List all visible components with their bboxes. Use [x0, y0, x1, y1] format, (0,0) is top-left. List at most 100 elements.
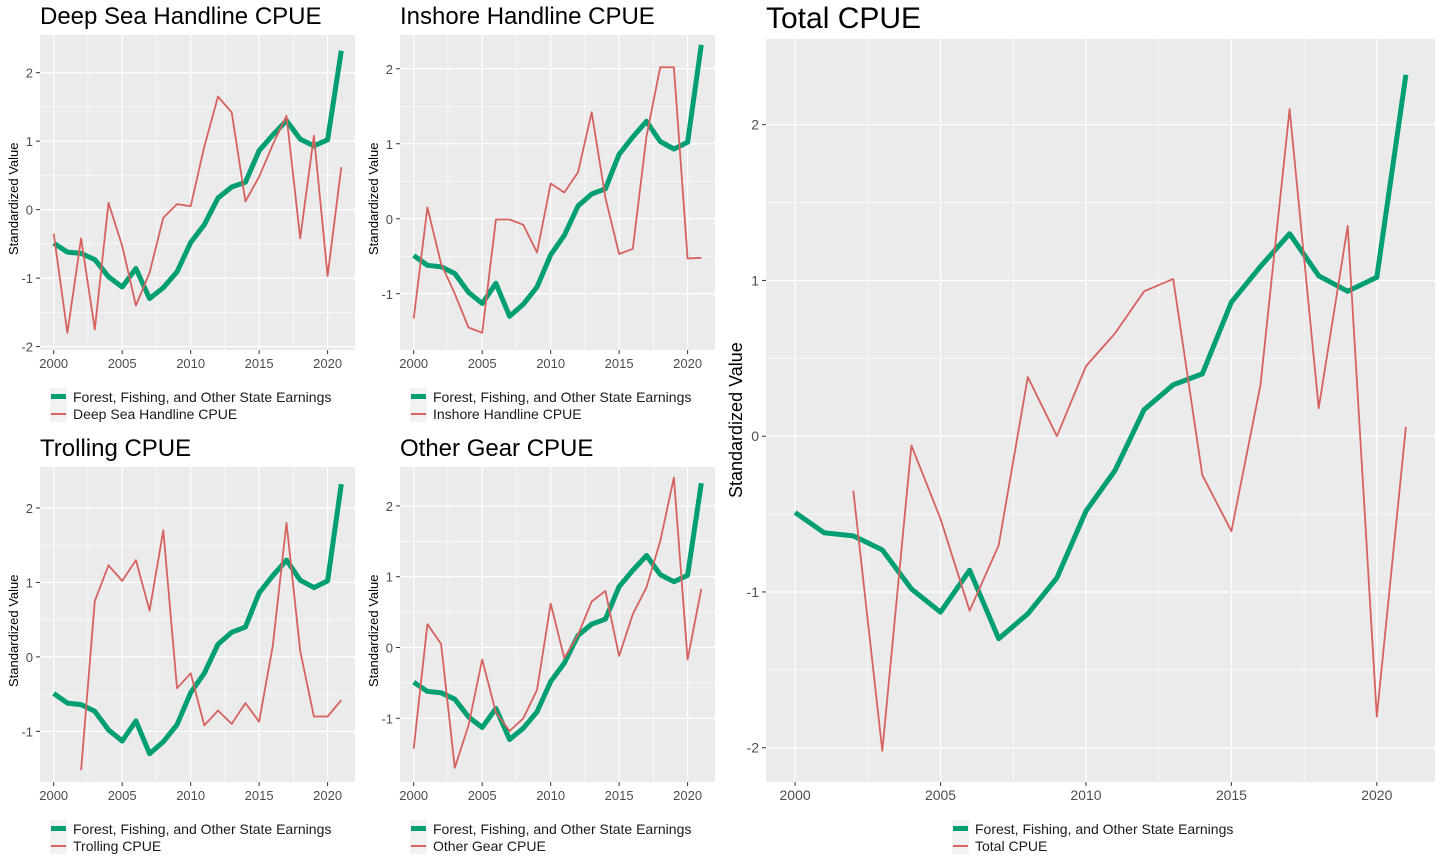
legend-label: Trolling CPUE: [73, 837, 162, 854]
chart-deep-sea-handline: Deep Sea Handline CPUE Standardized Valu…: [0, 0, 360, 432]
y-tick-label: 2: [751, 117, 759, 133]
y-tick-label: 2: [386, 62, 393, 77]
y-tick-label: 1: [386, 137, 393, 152]
x-tick-label: 2005: [108, 788, 137, 803]
panel-background: [40, 35, 355, 350]
legend-item-earnings: Forest, Fishing, and Other State Earning…: [410, 388, 691, 405]
x-tick-label: 2005: [468, 788, 497, 803]
legend-item-earnings: Forest, Fishing, and Other State Earning…: [50, 388, 331, 405]
legend-label: Forest, Fishing, and Other State Earning…: [433, 820, 692, 837]
y-tick-label: 1: [386, 570, 393, 585]
y-tick-label: 2: [26, 501, 33, 516]
x-tick-label: 2020: [1361, 787, 1392, 803]
legend: Forest, Fishing, and Other State Earning…: [952, 820, 1233, 854]
y-tick-label: 1: [26, 575, 33, 590]
y-tick-label: -1: [747, 584, 760, 600]
plot-area: 2000 2005 2010 2015 2020 -2 -1 0 1 2: [747, 39, 1435, 803]
legend-key-cpue: [410, 837, 427, 854]
legend-key-cpue: [410, 405, 427, 422]
legend-item-cpue: Inshore Handline CPUE: [410, 405, 691, 422]
series-line-cpue: [412, 476, 703, 769]
series-line-cpue: [852, 108, 1407, 752]
legend-label: Deep Sea Handline CPUE: [73, 405, 238, 422]
legend: Forest, Fishing, and Other State Earning…: [410, 388, 691, 422]
y-tick-label: -1: [21, 724, 33, 739]
x-tick-label: 2005: [925, 787, 956, 803]
y-tick-label: 0: [386, 641, 393, 656]
x-tick-label: 2000: [399, 788, 428, 803]
y-tick-label: 2: [386, 499, 393, 514]
x-tick-label: 2010: [536, 356, 565, 371]
chart-other-gear: Other Gear CPUE Standardized Value 2000 2…: [360, 432, 720, 864]
plot-area: 2000 2005 2010 2015 2020 -1 0 1 2: [21, 467, 355, 803]
x-tick-label: 2020: [673, 788, 702, 803]
series-line-cpue: [52, 95, 343, 334]
legend-key-earnings: [50, 820, 67, 837]
legend: Forest, Fishing, and Other State Earning…: [50, 388, 331, 422]
x-tick-label: 2015: [245, 788, 274, 803]
x-tick-label: 2010: [536, 788, 565, 803]
y-tick-label: -1: [381, 711, 393, 726]
legend-item-cpue: Trolling CPUE: [50, 837, 331, 854]
chart-title: Total CPUE: [766, 2, 922, 35]
y-tick-label: 0: [26, 650, 33, 665]
series-line-earnings: [52, 483, 344, 757]
panel-background: [40, 467, 355, 782]
y-tick-label: 0: [386, 212, 393, 227]
y-tick-label: -1: [381, 287, 393, 302]
y-tick-label: 1: [26, 134, 33, 149]
legend-label: Other Gear CPUE: [433, 837, 546, 854]
panel-background: [766, 39, 1435, 782]
x-tick-label: 2015: [605, 788, 634, 803]
legend-item-earnings: Forest, Fishing, and Other State Earning…: [50, 820, 331, 837]
x-tick-label: 2020: [673, 356, 702, 371]
series-line-earnings: [412, 44, 704, 319]
x-tick-label: 2000: [39, 788, 68, 803]
x-tick-label: 2000: [399, 356, 428, 371]
plot-area: 2000 2005 2010 2015 2020 -1 0 1 2: [381, 35, 715, 371]
y-tick-label: 0: [751, 428, 759, 444]
y-tick-label: 1: [751, 272, 759, 288]
y-tick-label: -2: [21, 340, 33, 355]
legend-key-earnings: [410, 820, 427, 837]
legend-item-cpue: Deep Sea Handline CPUE: [50, 405, 331, 422]
legend-key-cpue: [50, 837, 67, 854]
x-tick-label: 2015: [245, 356, 274, 371]
chart-trolling: Trolling CPUE Standardized Value 2000 200…: [0, 432, 360, 864]
x-tick-label: 2000: [39, 356, 68, 371]
y-tick-label: 0: [26, 203, 33, 218]
legend-item-earnings: Forest, Fishing, and Other State Earning…: [952, 820, 1233, 837]
x-tick-label: 2015: [1216, 787, 1247, 803]
panel-background: [400, 35, 715, 350]
legend-label: Forest, Fishing, and Other State Earning…: [433, 388, 692, 405]
legend: Forest, Fishing, and Other State Earning…: [410, 820, 691, 854]
x-tick-label: 2020: [313, 356, 342, 371]
legend-key-earnings: [50, 388, 67, 405]
legend-key-cpue: [50, 405, 67, 422]
chart-title: Deep Sea Handline CPUE: [40, 3, 322, 30]
legend-item-cpue: Total CPUE: [952, 837, 1233, 854]
legend-item-earnings: Forest, Fishing, and Other State Earning…: [410, 820, 691, 837]
x-tick-label: 2000: [780, 787, 811, 803]
y-tick-label: -1: [21, 271, 33, 286]
chart-total: Total CPUE Standardized Value 2000 2005 20…: [720, 0, 1440, 864]
legend-key-earnings: [410, 388, 427, 405]
panel-background: [400, 467, 715, 782]
series-line-cpue: [80, 522, 342, 771]
x-tick-label: 2010: [1070, 787, 1101, 803]
legend-label: Inshore Handline CPUE: [433, 405, 582, 422]
x-tick-label: 2010: [176, 788, 205, 803]
chart-title: Other Gear CPUE: [400, 435, 594, 462]
legend-label: Forest, Fishing, and Other State Earning…: [73, 388, 332, 405]
plot-area: 2000 2005 2010 2015 2020 -1 0 1 2: [381, 467, 715, 803]
y-tick-label: 2: [26, 66, 33, 81]
legend-label: Forest, Fishing, and Other State Earning…: [73, 820, 332, 837]
x-tick-label: 2005: [468, 356, 497, 371]
chart-title: Inshore Handline CPUE: [400, 3, 655, 30]
x-tick-label: 2010: [176, 356, 205, 371]
legend-key-earnings: [952, 820, 969, 837]
x-tick-label: 2015: [605, 356, 634, 371]
plot-area: 2000 2005 2010 2015 2020 -2 -1 0 1 2: [21, 35, 355, 371]
y-tick-label: -2: [747, 740, 760, 756]
legend: Forest, Fishing, and Other State Earning…: [50, 820, 331, 854]
